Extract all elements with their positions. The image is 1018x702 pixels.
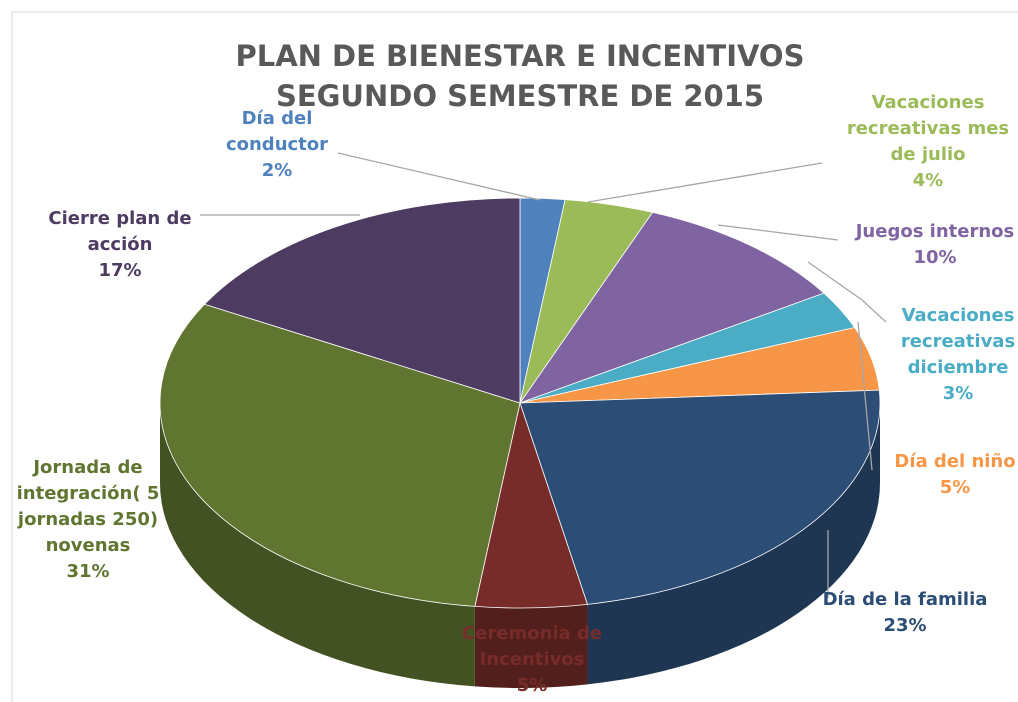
category-label: Cierre plan de acción	[48, 208, 192, 255]
slice	[203, 197, 521, 404]
title-box: PLAN DE BIENESTAR E INCENTIVOS SEGUNDO S…	[235, 39, 805, 113]
data-label: Vacaciones recreativas mes de julio 4%	[838, 82, 1018, 202]
leader-line	[337, 152, 541, 201]
slice-side	[160, 403, 475, 687]
leader-line	[587, 162, 823, 203]
category-label: Día del niño	[894, 451, 1016, 472]
value-label: 5%	[516, 675, 548, 696]
value-label: 3%	[942, 383, 974, 404]
data-label: Día de la familia 23%	[820, 583, 990, 643]
slice	[518, 211, 825, 404]
leader-line	[857, 321, 873, 471]
label-box: Cierre plan de acción 17%	[25, 200, 215, 290]
value-label: 5%	[939, 477, 971, 498]
slice-side	[474, 604, 588, 688]
value-label: 2%	[261, 160, 293, 181]
label-box: Ceremonia de Incentivos 5%	[432, 615, 632, 702]
value-label: 17%	[98, 260, 142, 281]
category-label: Día de la familia	[822, 589, 988, 610]
label-box: Vacaciones recreativas mes de julio 4%	[838, 82, 1018, 202]
label-box: Día del niño 5%	[875, 445, 1018, 505]
category-label: Vacaciones recreativas mes de julio	[846, 92, 1010, 165]
data-label: Ceremonia de Incentivos 5%	[432, 615, 632, 702]
label-box: Jornada de integración( 5 jornadas 250) …	[0, 445, 178, 595]
data-label: Día del niño 5%	[875, 445, 1018, 505]
label-box: Juegos internos 10%	[845, 215, 1018, 275]
value-label: 10%	[913, 247, 957, 268]
leader-line	[717, 224, 839, 241]
leader-line	[807, 261, 887, 323]
data-label: Cierre plan de acción 17%	[25, 200, 215, 290]
slice	[519, 389, 881, 605]
category-label: Ceremonia de Incentivos	[461, 623, 603, 670]
label-box: Día del conductor 2%	[212, 100, 342, 190]
slice-side	[587, 403, 880, 685]
label-box: Vacaciones recreativas diciembre 3%	[883, 290, 1018, 420]
slice	[159, 303, 521, 607]
label-box: Día de la familia 23%	[820, 583, 990, 643]
data-label: Juegos internos 10%	[845, 215, 1018, 275]
value-label: 4%	[912, 170, 944, 191]
data-label: Día del conductor 2%	[212, 100, 342, 190]
value-label: 31%	[66, 561, 110, 582]
category-label: Vacaciones recreativas diciembre	[900, 305, 1016, 378]
data-label: Jornada de integración( 5 jornadas 250) …	[0, 445, 178, 595]
value-label: 23%	[883, 615, 927, 636]
category-label: Jornada de integración( 5 jornadas 250) …	[16, 457, 160, 556]
category-label: Día del conductor	[225, 108, 329, 155]
data-label: Vacaciones recreativas diciembre 3%	[883, 290, 1018, 420]
chart-title: PLAN DE BIENESTAR E INCENTIVOS SEGUNDO S…	[235, 39, 805, 113]
category-label: Juegos internos	[855, 221, 1015, 242]
